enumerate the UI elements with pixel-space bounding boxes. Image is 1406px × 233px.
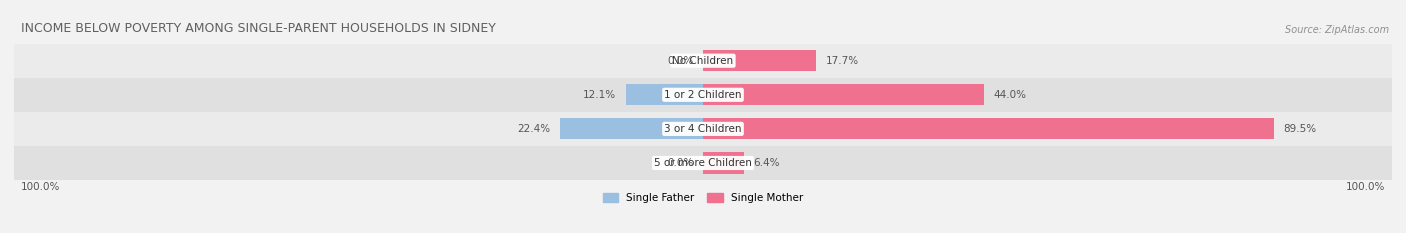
Bar <box>703 118 1274 140</box>
Text: 22.4%: 22.4% <box>517 124 551 134</box>
Text: 12.1%: 12.1% <box>583 90 616 100</box>
Bar <box>703 152 744 174</box>
Legend: Single Father, Single Mother: Single Father, Single Mother <box>599 189 807 207</box>
Bar <box>1 112 1405 146</box>
Bar <box>1 44 1405 78</box>
Bar <box>703 50 815 71</box>
Text: 100.0%: 100.0% <box>1346 182 1385 192</box>
Text: 3 or 4 Children: 3 or 4 Children <box>664 124 742 134</box>
Bar <box>1 78 1405 112</box>
Text: No Children: No Children <box>672 56 734 66</box>
Text: 100.0%: 100.0% <box>21 182 60 192</box>
Text: 5 or more Children: 5 or more Children <box>654 158 752 168</box>
Text: INCOME BELOW POVERTY AMONG SINGLE-PARENT HOUSEHOLDS IN SIDNEY: INCOME BELOW POVERTY AMONG SINGLE-PARENT… <box>21 22 496 35</box>
Text: 0.0%: 0.0% <box>668 56 693 66</box>
Bar <box>1 146 1405 180</box>
Text: 89.5%: 89.5% <box>1284 124 1316 134</box>
Text: 6.4%: 6.4% <box>754 158 780 168</box>
Bar <box>703 84 984 105</box>
Bar <box>626 84 703 105</box>
Text: 44.0%: 44.0% <box>993 90 1026 100</box>
Text: Source: ZipAtlas.com: Source: ZipAtlas.com <box>1285 25 1389 35</box>
Bar <box>560 118 703 140</box>
Text: 1 or 2 Children: 1 or 2 Children <box>664 90 742 100</box>
Text: 17.7%: 17.7% <box>825 56 859 66</box>
Text: 0.0%: 0.0% <box>668 158 693 168</box>
